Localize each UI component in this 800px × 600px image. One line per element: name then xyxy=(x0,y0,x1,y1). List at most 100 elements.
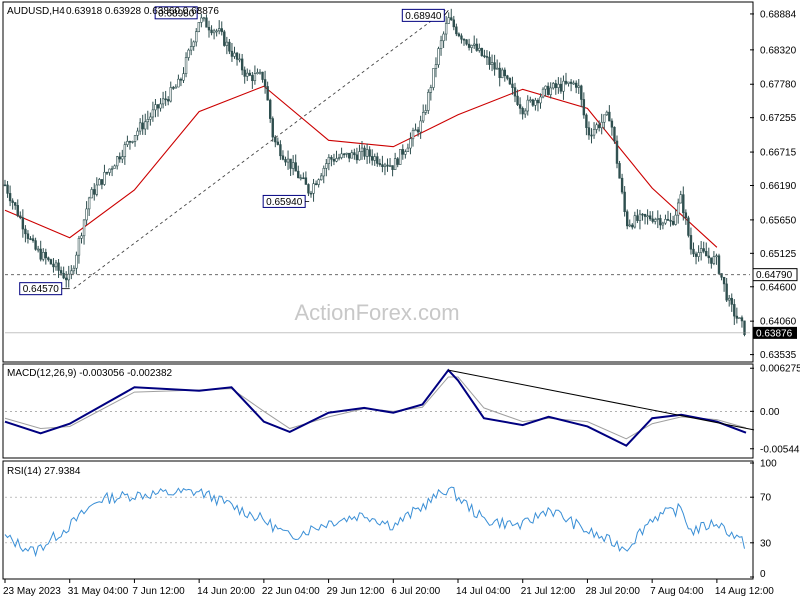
candle-body xyxy=(309,192,313,195)
time-axis: 23 May 2023 31 May 04:00 7 Jun 12:00 14 Jun… xyxy=(3,579,774,597)
candle-body xyxy=(715,255,718,258)
candle-body xyxy=(21,217,25,230)
candle-body xyxy=(414,129,417,132)
macd-tick-label: -0.005446 xyxy=(760,444,800,455)
candle-body xyxy=(733,304,736,317)
candle-body xyxy=(735,315,739,319)
candle-body xyxy=(256,72,259,74)
candle-body xyxy=(103,171,106,185)
candle-body xyxy=(159,103,162,109)
time-tick-label: 31 May 04:00 xyxy=(68,586,129,597)
price-annotation-leader xyxy=(196,7,200,13)
candle-body xyxy=(95,184,99,195)
candle-body xyxy=(263,79,267,87)
candle-body xyxy=(70,270,73,275)
candle-body xyxy=(253,73,257,82)
candle-body xyxy=(161,98,165,105)
price-tick-label: 0.67780 xyxy=(760,80,797,91)
candle-body xyxy=(429,87,433,93)
candle-body xyxy=(432,68,435,88)
candle-body xyxy=(62,272,65,279)
candle-body xyxy=(200,17,203,23)
candle-body xyxy=(281,155,285,160)
candle-body xyxy=(195,31,198,43)
candle-body xyxy=(268,99,272,119)
moving-average-layer xyxy=(4,85,718,248)
candle-body xyxy=(240,58,244,71)
candle-body xyxy=(518,104,522,109)
candle-body xyxy=(740,317,744,322)
candle-body xyxy=(534,99,537,106)
candle-body xyxy=(192,41,195,47)
macd-axis: 0.006275 0.00 -0.005446 xyxy=(750,364,800,455)
candle-body xyxy=(388,165,392,167)
macd-lines-layer xyxy=(4,368,755,447)
candle-body xyxy=(648,215,652,220)
candle-body xyxy=(327,157,331,164)
candle-body xyxy=(567,81,570,84)
watermark: ActionForex.com xyxy=(294,300,459,325)
candle-body xyxy=(465,39,468,45)
candle-body xyxy=(8,193,12,202)
candle-body xyxy=(661,222,665,226)
candle-body xyxy=(141,122,144,130)
candle-body xyxy=(123,144,127,157)
candle-body xyxy=(450,17,453,21)
price-tick-label: 0.65125 xyxy=(760,249,797,260)
price-annotation-label: 0.68940 xyxy=(405,11,442,22)
candle-body xyxy=(251,75,254,82)
candle-body xyxy=(460,35,463,40)
candle-body xyxy=(404,151,407,155)
candle-body xyxy=(82,219,86,237)
candle-body xyxy=(261,71,264,80)
rsi-tick-label: 100 xyxy=(760,459,777,470)
candle-body xyxy=(569,81,573,84)
macd-line xyxy=(4,368,747,447)
candle-body xyxy=(577,85,580,88)
candle-body xyxy=(531,99,535,106)
price-tick-label: 0.64600 xyxy=(760,282,797,293)
rsi-panel-frame xyxy=(2,460,754,580)
candle-body xyxy=(483,55,486,57)
candle-body xyxy=(544,85,547,90)
candle-body xyxy=(202,17,206,20)
candle-body xyxy=(36,248,40,251)
candle-body xyxy=(546,85,550,95)
candle-body xyxy=(462,38,466,41)
candle-body xyxy=(340,153,343,158)
candle-body xyxy=(447,17,450,24)
candle-body xyxy=(743,320,746,335)
candle-body xyxy=(439,40,443,49)
candle-body xyxy=(187,49,190,58)
candle-body xyxy=(358,151,361,161)
candle-body xyxy=(29,238,32,240)
candle-body xyxy=(118,156,121,160)
candle-body xyxy=(133,135,137,142)
candle-body xyxy=(52,263,55,268)
candle-body xyxy=(355,154,359,161)
candle-body xyxy=(666,218,670,221)
candle-body xyxy=(90,189,93,199)
candle-body xyxy=(179,78,183,81)
candle-body xyxy=(712,256,716,264)
candle-body xyxy=(687,217,690,236)
candle-body xyxy=(603,114,606,123)
candle-body xyxy=(360,147,364,152)
candle-body xyxy=(212,30,216,34)
price-panel: 0.64790 0.63876 0.68980 0.68940 0.65940 0.645… xyxy=(2,1,798,363)
candle-body xyxy=(85,208,88,221)
candle-body xyxy=(643,214,647,217)
candle-body xyxy=(342,153,346,156)
candle-body xyxy=(488,56,491,65)
candle-body xyxy=(633,215,637,228)
candle-body xyxy=(386,164,389,167)
candle-body xyxy=(552,83,555,89)
candle-body xyxy=(501,69,504,78)
candle-body xyxy=(19,215,22,218)
candle-body xyxy=(503,69,506,77)
candle-body xyxy=(47,257,50,260)
candle-body xyxy=(585,114,588,128)
candle-body xyxy=(442,33,445,42)
candle-body xyxy=(299,177,302,180)
